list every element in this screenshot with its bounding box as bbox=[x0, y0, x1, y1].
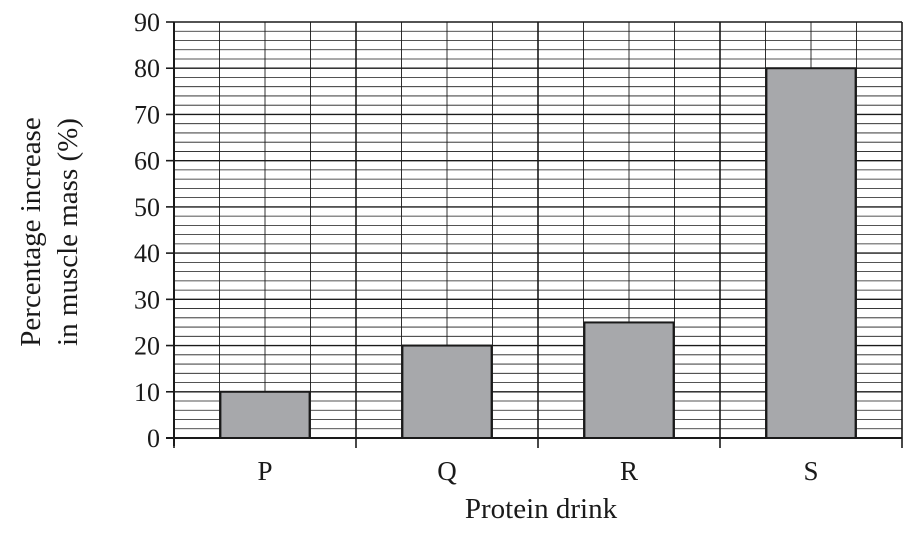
y-tick-labels: 0 10 20 30 40 50 60 70 80 90 bbox=[134, 8, 160, 453]
y-tick-label: 60 bbox=[134, 147, 160, 176]
x-tick-label-q: Q bbox=[437, 456, 457, 486]
bar-p bbox=[219, 390, 311, 439]
bar-q bbox=[401, 344, 493, 439]
y-tick-label: 70 bbox=[134, 100, 160, 129]
chart-axes bbox=[166, 21, 903, 448]
x-tick-labels: P Q R S bbox=[257, 456, 818, 486]
x-tick-label-r: R bbox=[620, 456, 638, 486]
y-axis-title: Percentage increase in muscle mass (%) bbox=[15, 117, 84, 346]
y-tick-label: 90 bbox=[134, 8, 160, 37]
bar-s bbox=[765, 67, 857, 439]
bar-r bbox=[583, 321, 675, 440]
y-tick-label: 40 bbox=[134, 239, 160, 268]
y-tick-label: 0 bbox=[147, 424, 160, 453]
y-tick-label: 20 bbox=[134, 332, 160, 361]
x-axis-title: Protein drink bbox=[465, 493, 618, 525]
y-tick-label: 30 bbox=[134, 285, 160, 314]
chart-bars bbox=[219, 67, 857, 440]
y-tick-label: 80 bbox=[134, 54, 160, 83]
y-axis-title-line-1: Percentage increase bbox=[15, 117, 47, 346]
y-axis-title-line-2: in muscle mass (%) bbox=[52, 118, 84, 346]
y-tick-label: 10 bbox=[134, 378, 160, 407]
x-tick-label-p: P bbox=[257, 456, 272, 486]
y-tick-label: 50 bbox=[134, 193, 160, 222]
x-tick-label-s: S bbox=[803, 456, 818, 486]
